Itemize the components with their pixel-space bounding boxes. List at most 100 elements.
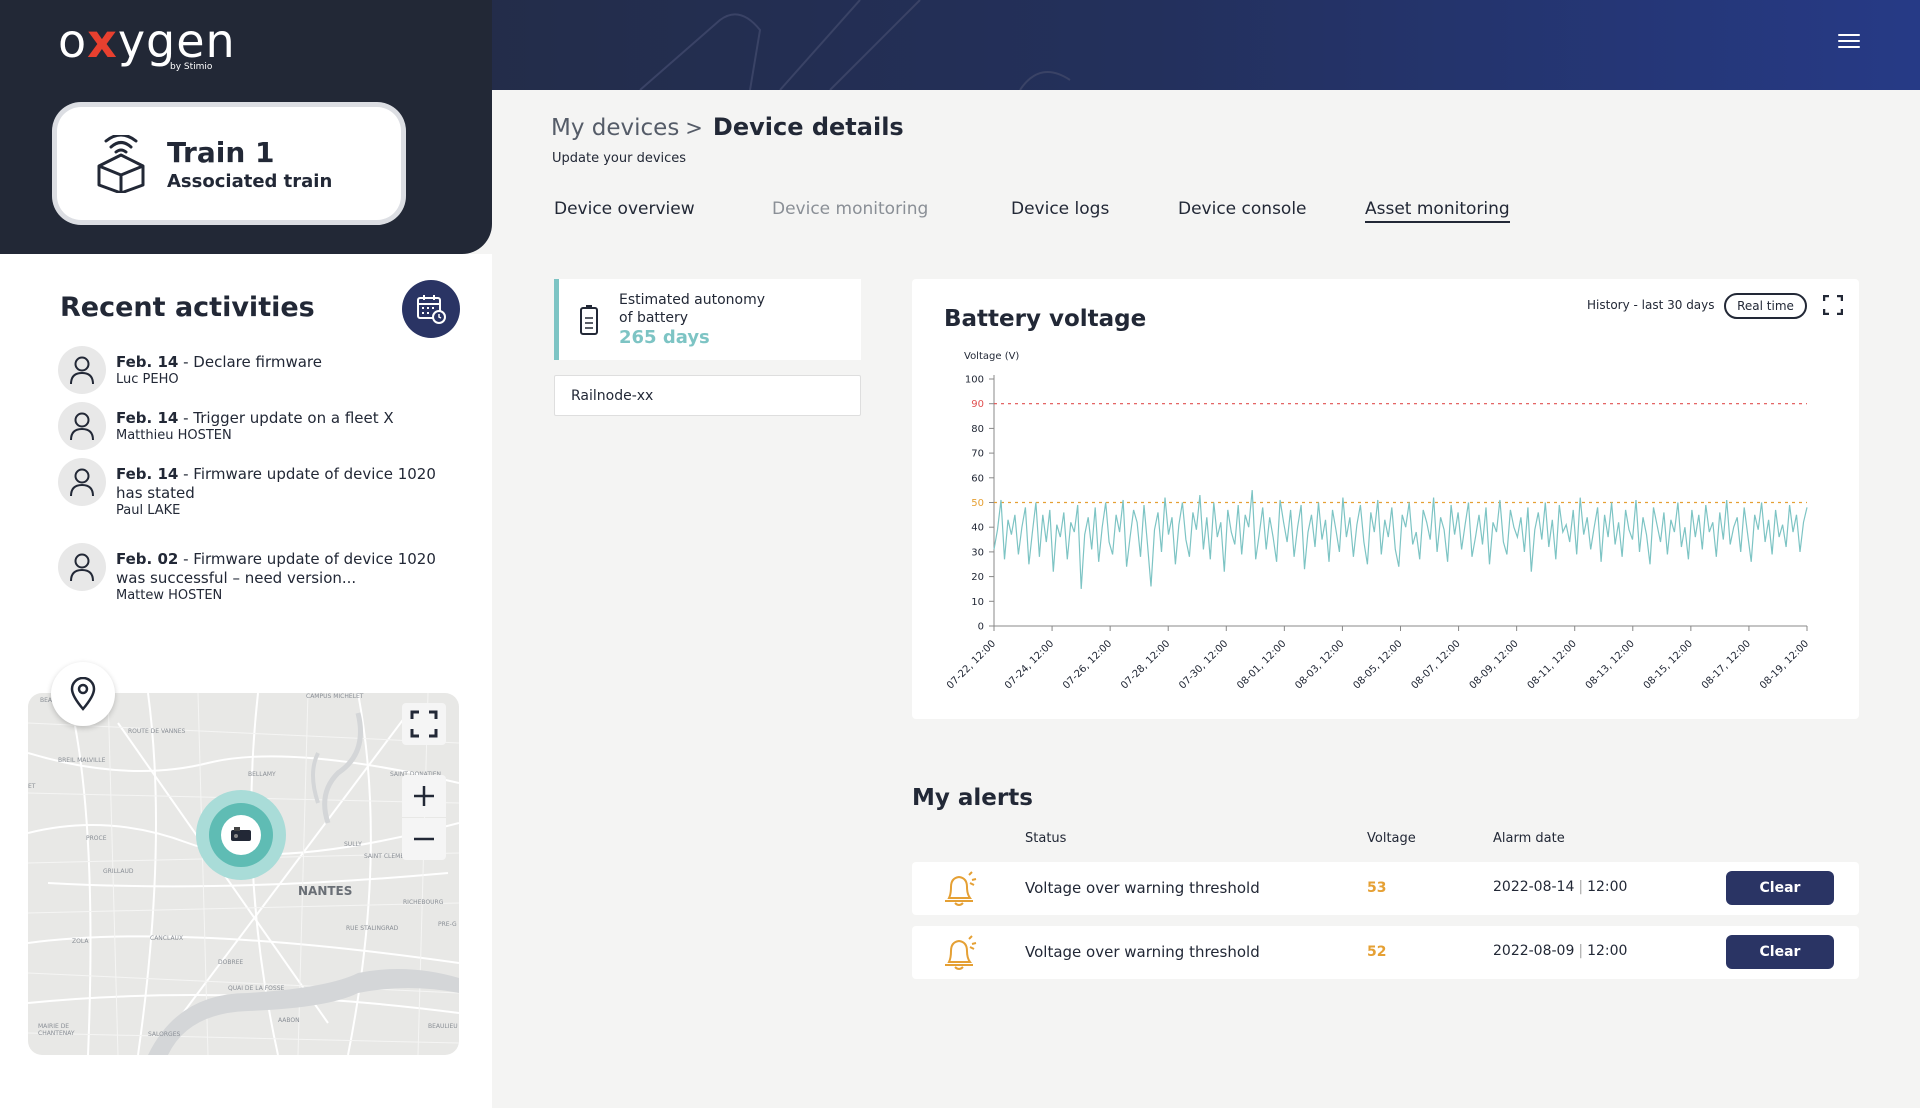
autonomy-label: of battery (619, 310, 689, 326)
y-tick-label: 50 (971, 498, 984, 509)
activity-user: Paul LAKE (116, 503, 181, 518)
y-tick-label: 80 (971, 424, 984, 435)
battery-voltage-chart-card: Voltage (V) 0 10 20 30 40 50 60 70 80 90 100 07-22, … (912, 279, 1859, 719)
user-icon (70, 553, 94, 582)
menu-button[interactable] (1838, 34, 1860, 52)
x-tick-label: 08-17, 12:00 (1700, 638, 1753, 691)
tab-device-monitoring[interactable]: Device monitoring (772, 199, 929, 219)
clear-alert-button[interactable]: Clear (1726, 871, 1834, 905)
x-tick-label: 07-22, 12:00 (945, 638, 998, 691)
user-icon (70, 356, 94, 385)
autonomy-value: 265 days (619, 327, 710, 348)
map-label: BEA (40, 697, 53, 704)
map-label: ET (28, 783, 36, 790)
y-tick-label: 30 (971, 547, 984, 558)
realtime-button[interactable]: Real time (1724, 293, 1807, 319)
device-name-input[interactable] (554, 375, 861, 416)
page-title: Device details (712, 113, 904, 141)
map-fullscreen-button[interactable] (402, 703, 446, 745)
map-zoom-out-button[interactable] (402, 818, 446, 860)
map-label: SULLY (344, 841, 362, 848)
tab-device-logs[interactable]: Device logs (1011, 199, 1110, 219)
y-tick-label: 0 (978, 622, 984, 633)
breadcrumb-parent-link[interactable]: My devices (551, 115, 680, 141)
page-subtitle: Update your devices (552, 151, 687, 166)
x-tick-label: 08-09, 12:00 (1468, 638, 1521, 691)
calendar-button[interactable] (402, 280, 460, 338)
y-tick-label: 40 (971, 523, 984, 534)
avatar (58, 346, 106, 394)
logo-by-text: by Stimio (170, 62, 213, 72)
x-tick-label: 07-26, 12:00 (1061, 638, 1114, 691)
alert-voltage: 52 (1367, 944, 1387, 960)
recent-activities-title: Recent activities (60, 292, 315, 323)
clear-alert-button[interactable]: Clear (1726, 935, 1834, 969)
map-label: PRE-G (438, 921, 457, 928)
map-label: Quai de la Fosse (228, 985, 285, 992)
map-label: AABON (278, 1017, 300, 1024)
tab-device-overview[interactable]: Device overview (554, 199, 695, 219)
map-label: SAINT CLEMENT (364, 853, 413, 860)
breadcrumb-separator: > (685, 116, 703, 140)
map-label: PROCE (86, 835, 107, 842)
y-tick-label: 100 (965, 375, 984, 386)
train-title: Train 1 (167, 135, 275, 169)
chart-title: Battery voltage (944, 306, 1147, 332)
activity-user: Mattew HOSTEN (116, 588, 223, 603)
activity-item[interactable]: Feb. 14 - Trigger update on a fleet X Mat… (58, 402, 456, 450)
x-tick-label: 08-07, 12:00 (1409, 638, 1462, 691)
oxygen-logo[interactable]: oxygen by Stimio (58, 14, 236, 72)
map-label: ZOLA (72, 938, 89, 945)
map[interactable]: CAMPUS MICHELET ROUTE DE VANNES BREIL MA… (28, 693, 459, 1055)
activity-item[interactable]: Feb. 02 - Firmware update of device 1020… (58, 543, 456, 604)
tab-device-console[interactable]: Device console (1178, 199, 1307, 219)
y-tick-label: 20 (971, 572, 984, 583)
battery-autonomy-card: Estimated autonomy of battery 265 days (554, 279, 861, 360)
decorative-lines (639, 0, 1071, 90)
col-header-voltage: Voltage (1367, 831, 1416, 846)
location-pin-icon (70, 677, 96, 711)
y-tick-label: 60 (971, 473, 984, 484)
x-tick-label: 08-05, 12:00 (1351, 638, 1404, 691)
device-icon (231, 827, 251, 841)
location-button[interactable] (51, 662, 115, 726)
chart-fullscreen-icon[interactable] (1823, 295, 1843, 315)
x-tick-label: 08-03, 12:00 (1293, 638, 1346, 691)
x-tick-label: 07-24, 12:00 (1003, 638, 1056, 691)
box-wifi-icon (97, 134, 145, 193)
history-range-label[interactable]: History - last 30 days (1587, 298, 1715, 312)
alert-date: 2022-08-09 | 12:00 (1493, 943, 1628, 959)
hamburger-icon-bar (1838, 40, 1860, 42)
x-tick-label: 08-19, 12:00 (1758, 638, 1811, 691)
fullscreen-icon (410, 710, 438, 738)
activity-user: Matthieu HOSTEN (116, 428, 232, 443)
col-header-alarm-date: Alarm date (1493, 831, 1565, 846)
x-tick-label: 08-13, 12:00 (1584, 638, 1637, 691)
activity-item[interactable]: Feb. 14 - Declare firmware Luc PEHO (58, 346, 456, 394)
y-tick-label: 70 (971, 449, 984, 460)
map-label: DOBREE (218, 959, 244, 966)
hamburger-icon-bar (1838, 46, 1860, 48)
map-label: ROUTE DE VANNES (128, 728, 186, 735)
x-tick-label: 08-15, 12:00 (1642, 638, 1695, 691)
bell-alert-icon (945, 871, 977, 906)
train-subtitle: Associated train (167, 170, 333, 192)
y-tick-label: 10 (971, 597, 984, 608)
x-tick-label: 07-30, 12:00 (1177, 638, 1230, 691)
x-tick-label: 08-11, 12:00 (1526, 638, 1579, 691)
alert-voltage: 53 (1367, 880, 1387, 896)
logo-word: oxygen (58, 14, 236, 68)
calendar-clock-icon (417, 295, 446, 324)
map-label: BELLAMY (248, 771, 276, 778)
map-label: CANCLAUX (150, 935, 184, 942)
map-zoom-in-button[interactable] (402, 775, 446, 817)
map-label: BREIL MALVILLE (58, 757, 106, 764)
alert-date: 2022-08-14 | 12:00 (1493, 879, 1628, 895)
minus-icon (414, 837, 434, 841)
user-icon (70, 468, 94, 497)
tab-asset-monitoring[interactable]: Asset monitoring (1365, 199, 1510, 223)
activity-item[interactable]: Feb. 14 - Firmware update of device 1020… (58, 458, 456, 519)
series-line-0 (993, 490, 1808, 589)
device-location-marker[interactable] (196, 790, 286, 880)
col-header-status: Status (1025, 831, 1067, 846)
